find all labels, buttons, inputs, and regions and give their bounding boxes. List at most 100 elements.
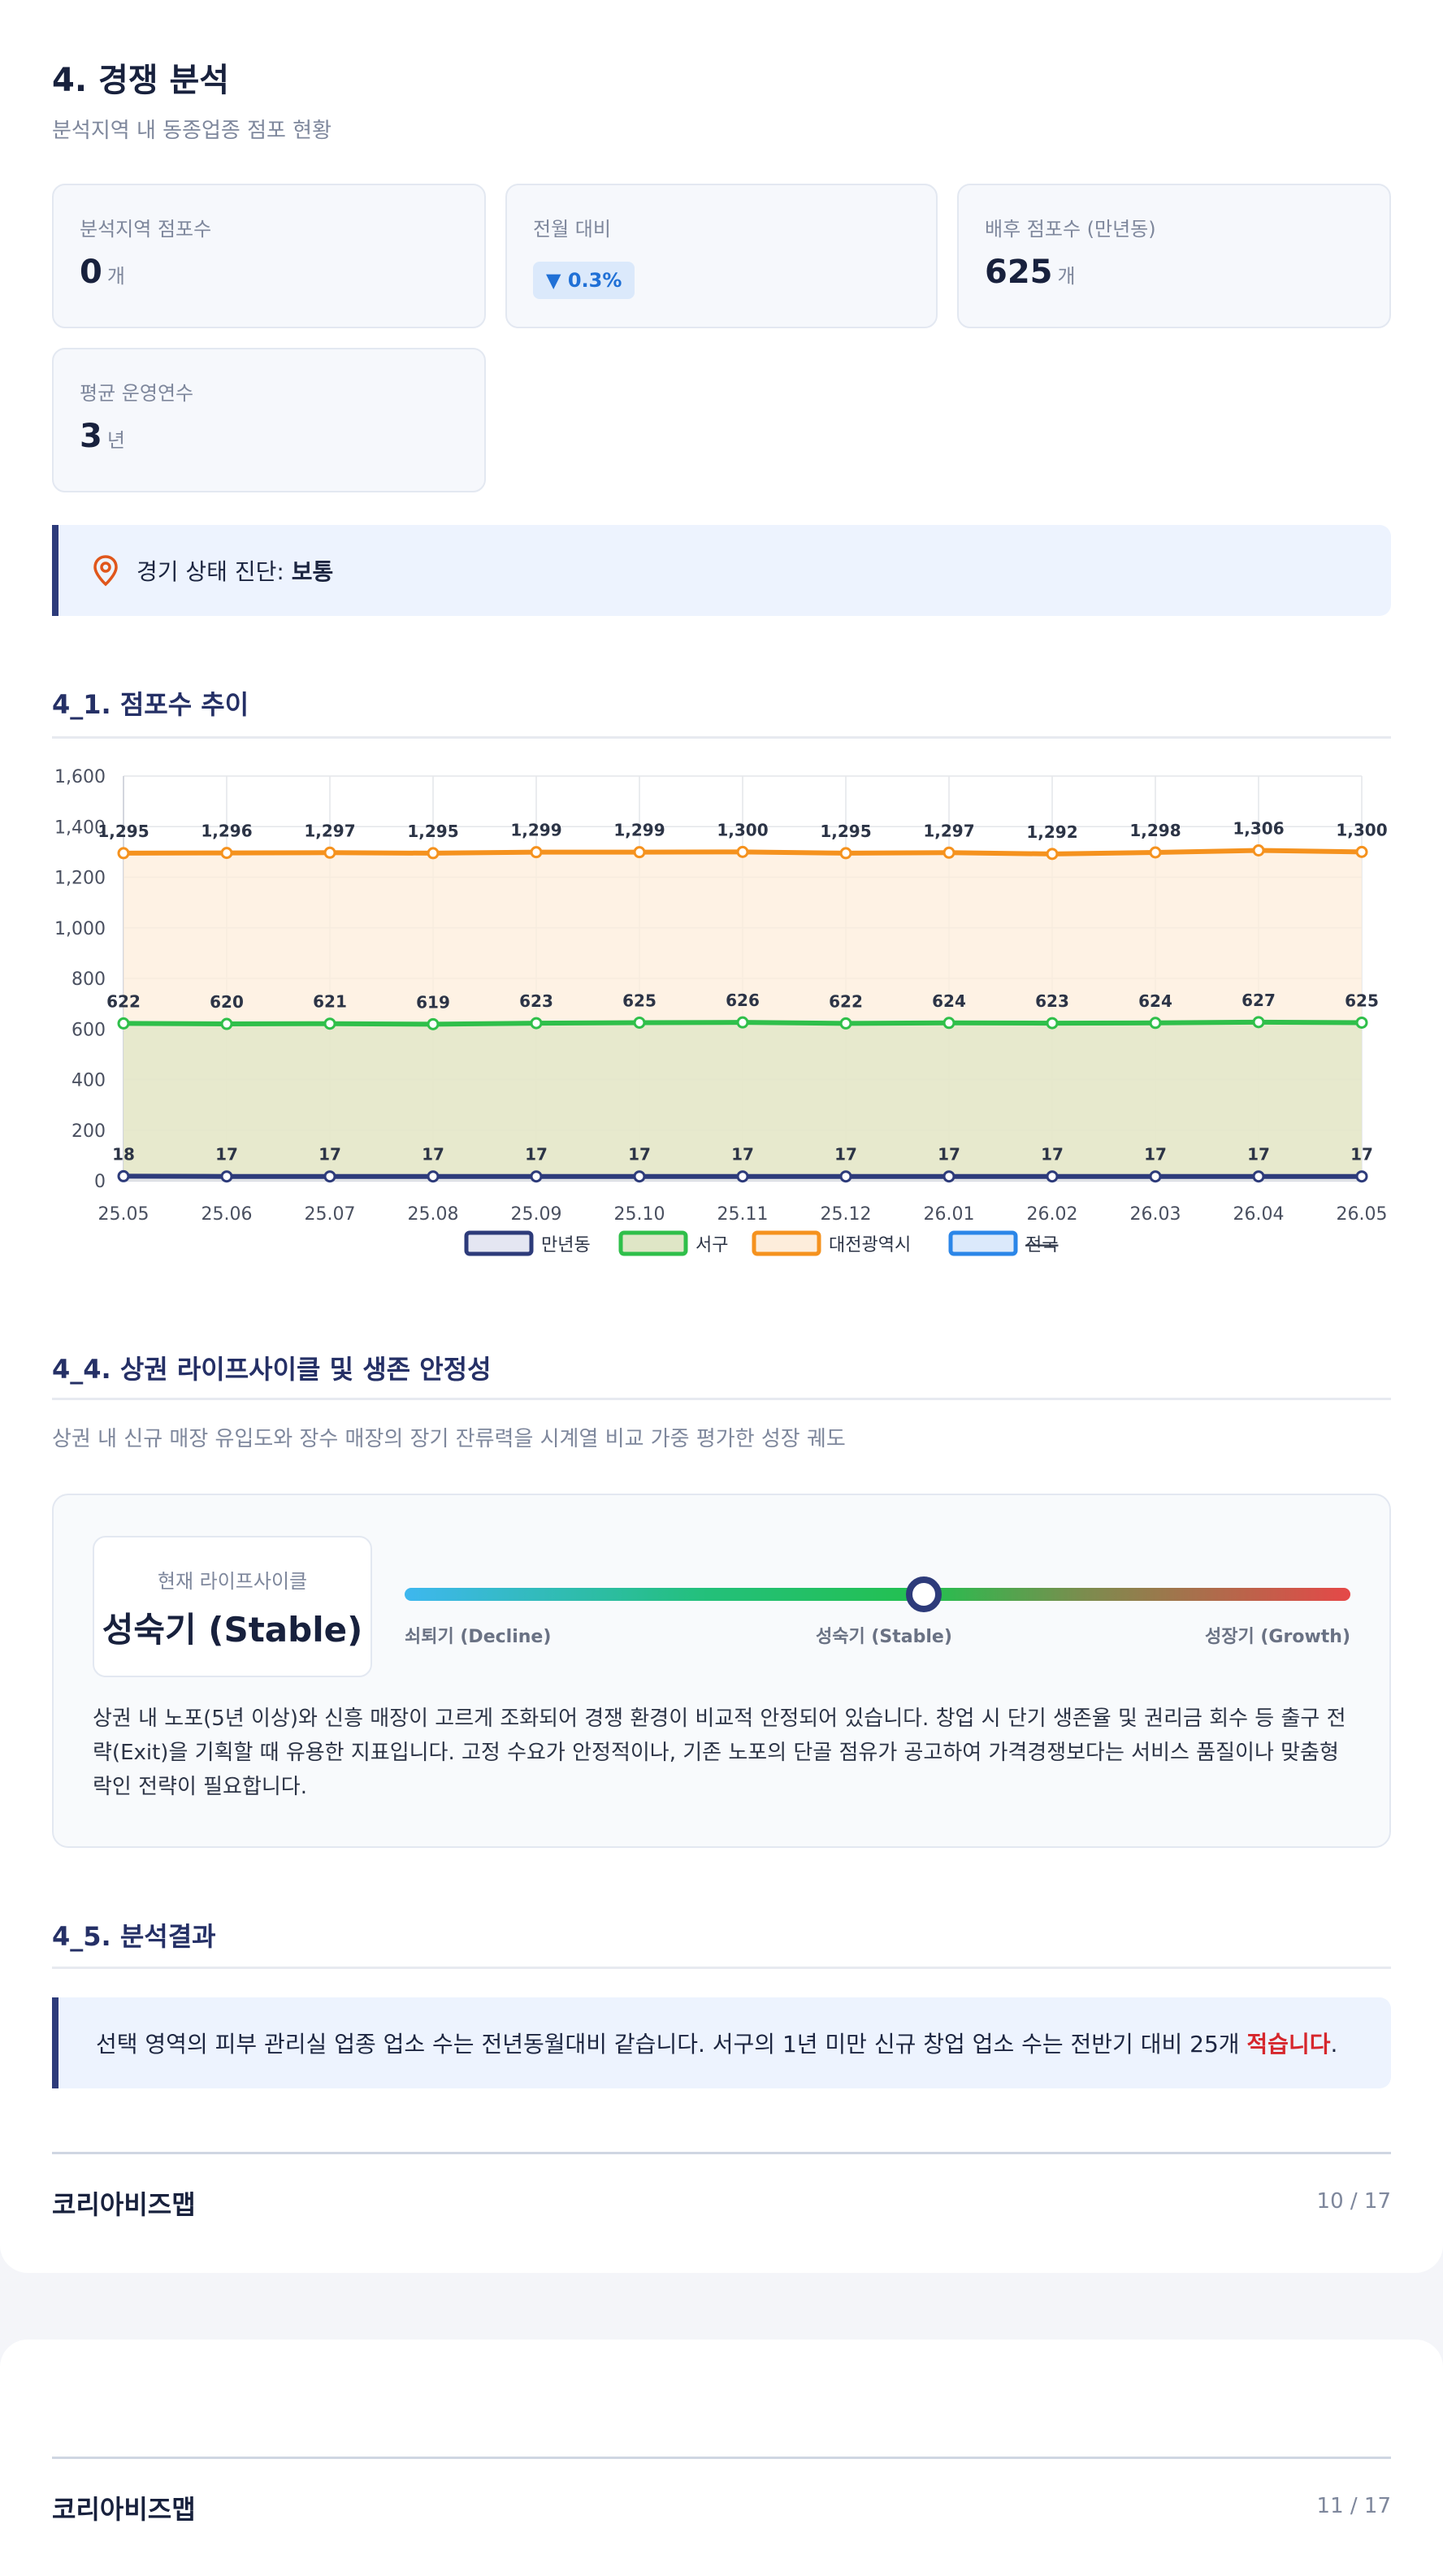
store-count-label: 분석지역 점포수 (80, 218, 212, 241)
avg-years-label: 평균 운영연수 (80, 382, 194, 405)
x-tick-label: 25.07 (305, 1204, 356, 1225)
location-pin-icon (93, 555, 118, 587)
data-label: 619 (416, 992, 450, 1012)
store-count-trend-chart: 0 200 400 600 800 1,000 1,200 1,400 1,600 25.05 25… (54, 767, 1388, 1256)
hinterland-value: 625 개 (985, 254, 1076, 291)
x-tick-label: 26.01 (924, 1204, 975, 1225)
data-point (1046, 848, 1059, 861)
lifecycle-title: 4_4. 상권 라이프사이클 및 생존 안정성 (52, 1354, 492, 1385)
stage-stable-label: 성숙기 (Stable) (816, 1627, 952, 1647)
x-tick-label: 25.09 (511, 1204, 562, 1225)
data-label: 17 (318, 1145, 341, 1164)
data-label: 623 (1035, 991, 1069, 1011)
x-tick-label: 25.10 (614, 1204, 665, 1225)
data-point (530, 1170, 543, 1183)
data-label: 622 (106, 991, 141, 1011)
x-tick-label: 25.08 (408, 1204, 459, 1225)
data-point (530, 1017, 543, 1030)
legend-swatch (618, 1230, 688, 1256)
data-label: 1,306 (1233, 819, 1284, 839)
data-label: 1,295 (820, 822, 871, 841)
section-title: 4. 경쟁 분석 (52, 62, 230, 99)
data-point (633, 1016, 646, 1029)
data-label: 1,299 (613, 821, 665, 840)
data-label: 17 (525, 1145, 548, 1164)
data-label: 1,297 (923, 821, 974, 840)
data-point (633, 1170, 646, 1183)
legend-label: 서구 (696, 1235, 728, 1255)
y-tick-label: 1,400 (54, 817, 106, 838)
y-tick-label: 800 (72, 969, 106, 990)
data-point (1046, 1170, 1059, 1183)
data-label: 17 (1041, 1145, 1064, 1164)
data-point (1149, 1170, 1162, 1183)
data-label: 621 (313, 992, 347, 1012)
mom-change-card: 전월 대비 ▼ 0.3% (505, 184, 938, 328)
legend-swatch (948, 1230, 1018, 1256)
data-label: 1,292 (1026, 822, 1077, 842)
current-lifecycle-value: 성숙기 (Stable) (102, 1610, 363, 1650)
data-label: 17 (1350, 1145, 1373, 1164)
data-point (1149, 846, 1162, 859)
x-tick-label: 25.06 (202, 1204, 253, 1225)
lifecycle-gauge-track (405, 1588, 1350, 1601)
report-page-11: 코리아비즈맵 11 / 17 (0, 2340, 1443, 2576)
data-label: 17 (1144, 1145, 1167, 1164)
series-area (124, 1021, 1362, 1181)
data-point (220, 1170, 233, 1183)
legend-label: 전국 (1025, 1235, 1058, 1255)
data-point (942, 846, 956, 859)
data-point (427, 1170, 440, 1183)
data-label: 624 (932, 991, 966, 1011)
section-divider (52, 1967, 1391, 1969)
footer-divider (52, 2152, 1391, 2154)
current-lifecycle-card: 현재 라이프사이클 성숙기 (Stable) (93, 1536, 372, 1677)
x-tick-label: 26.04 (1233, 1204, 1285, 1225)
x-tick-label: 25.05 (98, 1204, 150, 1225)
mom-change-label: 전월 대비 (533, 218, 611, 241)
hinterland-label: 배후 점포수 (만년동) (985, 218, 1156, 241)
y-tick-label: 400 (72, 1071, 106, 1091)
data-point (736, 1170, 749, 1183)
data-label: 1,300 (717, 820, 768, 839)
y-tick-label: 1,200 (54, 869, 106, 889)
footer-brand: 코리아비즈맵 (52, 2494, 196, 2525)
data-label: 17 (422, 1145, 444, 1164)
current-lifecycle-label: 현재 라이프사이클 (157, 1570, 308, 1593)
data-point (117, 847, 130, 860)
data-label: 1,296 (201, 822, 252, 841)
data-point (736, 1016, 749, 1029)
data-label: 17 (731, 1145, 754, 1164)
data-label: 625 (622, 991, 656, 1010)
analysis-result-banner: 선택 영역의 피부 관리실 업종 업소 수는 전년동월대비 같습니다. 서구의 … (52, 1997, 1391, 2088)
y-tick-label: 1,600 (54, 767, 106, 787)
footer-brand: 코리아비즈맵 (52, 2189, 196, 2220)
x-tick-label: 26.03 (1130, 1204, 1181, 1225)
lifecycle-gauge-marker (906, 1576, 942, 1612)
legend-label: 만년동 (541, 1235, 591, 1255)
data-point (839, 847, 852, 860)
footer-page-number: 10 / 17 (1316, 2189, 1391, 2214)
y-tick-label: 0 (94, 1172, 106, 1192)
data-point (323, 846, 336, 859)
x-tick-label: 25.12 (821, 1204, 872, 1225)
data-label: 627 (1242, 991, 1276, 1010)
stage-decline-label: 쇠퇴기 (Decline) (405, 1627, 552, 1647)
data-label: 624 (1138, 991, 1172, 1011)
data-label: 1,295 (98, 822, 149, 841)
section-divider (52, 736, 1391, 739)
data-point (1355, 845, 1368, 858)
x-tick-label: 26.05 (1337, 1204, 1388, 1225)
data-point (839, 1017, 852, 1030)
y-tick-label: 600 (72, 1020, 106, 1040)
diagnosis-banner: 경기 상태 진단: 보통 (52, 525, 1391, 616)
data-label: 620 (210, 992, 244, 1012)
footer-divider (52, 2457, 1391, 2459)
data-label: 1,298 (1129, 821, 1181, 840)
data-point (1149, 1017, 1162, 1030)
mom-change-badge: ▼ 0.3% (533, 262, 635, 299)
